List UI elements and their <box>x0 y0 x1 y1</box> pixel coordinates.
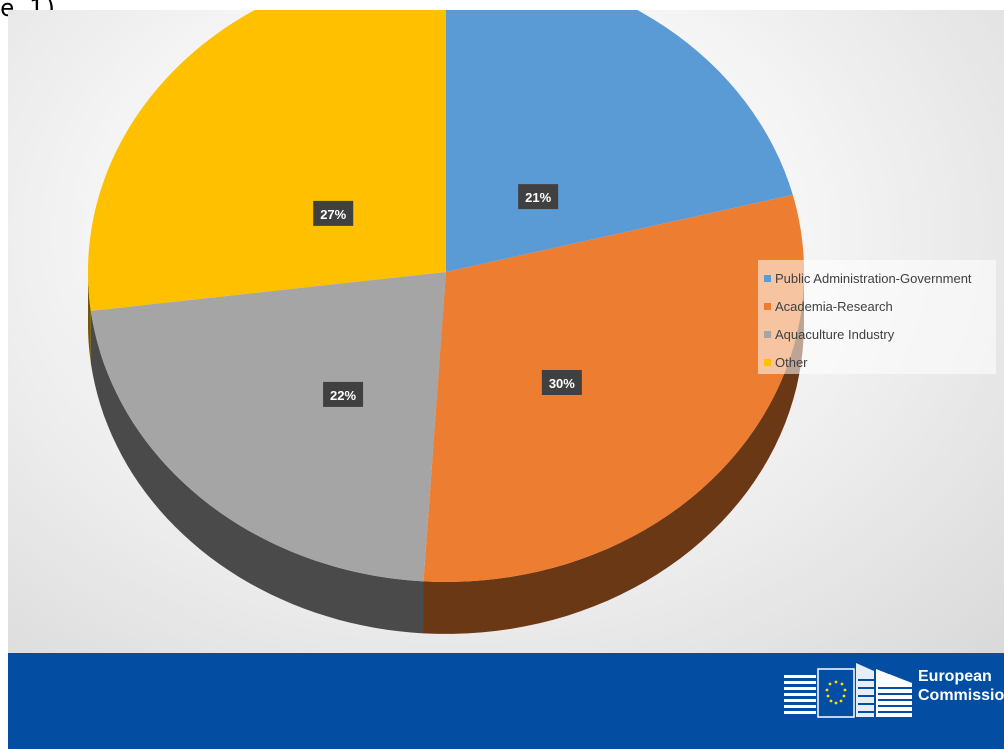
commission-building-icon <box>784 663 912 718</box>
eu-stars-icon <box>825 680 847 705</box>
legend-label: Academia-Research <box>775 298 893 314</box>
pie-slice-3 <box>90 272 447 582</box>
pie-data-label-1: 21% <box>518 184 559 210</box>
pie-data-label-3: 22% <box>323 381 364 407</box>
legend-swatch-icon <box>764 274 771 282</box>
legend-item-public-administration: Public Administration-Government <box>764 264 996 292</box>
pie-data-label-bg <box>518 184 559 210</box>
legend-item-aquaculture-industry: Aquaculture Industry <box>764 320 996 348</box>
legend-swatch-icon <box>764 330 771 338</box>
legend-item-academia-research: Academia-Research <box>764 292 996 320</box>
european-commission-logo: European Commission <box>784 661 1004 721</box>
legend-swatch-icon <box>764 358 771 366</box>
pie-side-3 <box>90 310 424 634</box>
legend-swatch-icon <box>764 302 771 310</box>
slide-area: 21% 30% 22% 27% Public Administration-Gover… <box>8 10 1004 653</box>
legend-item-other: Other <box>764 348 996 376</box>
footer-bar: European Commission <box>8 653 1004 749</box>
pie-data-label-bg <box>323 381 364 407</box>
pie-data-label-text: 30% <box>549 376 575 391</box>
pie-side-2 <box>423 272 804 634</box>
legend-label: Other <box>775 354 808 370</box>
pie-data-label-bg <box>313 200 354 226</box>
chart-legend: Public Administration-Government Academi… <box>758 260 996 374</box>
pie-data-label-2: 30% <box>541 369 582 395</box>
legend-label: Aquaculture Industry <box>775 326 895 342</box>
pie-slice-4 <box>87 10 446 311</box>
pie-data-label-bg <box>541 369 582 395</box>
pie-data-label-text: 27% <box>320 207 346 222</box>
logo-line-1: European <box>918 668 992 685</box>
pie-slice-2 <box>423 194 805 583</box>
pie-data-label-text: 22% <box>330 388 356 403</box>
legend-label: Public Administration-Government <box>775 270 972 286</box>
pie-data-label-text: 21% <box>525 190 551 205</box>
pie-data-label-4: 27% <box>313 200 354 226</box>
logo-text: European Commission <box>918 667 1004 705</box>
pie-chart: 21% 30% 22% 27% <box>58 10 834 634</box>
pie-side-4 <box>88 272 91 363</box>
logo-line-2: Commission <box>918 687 1004 704</box>
